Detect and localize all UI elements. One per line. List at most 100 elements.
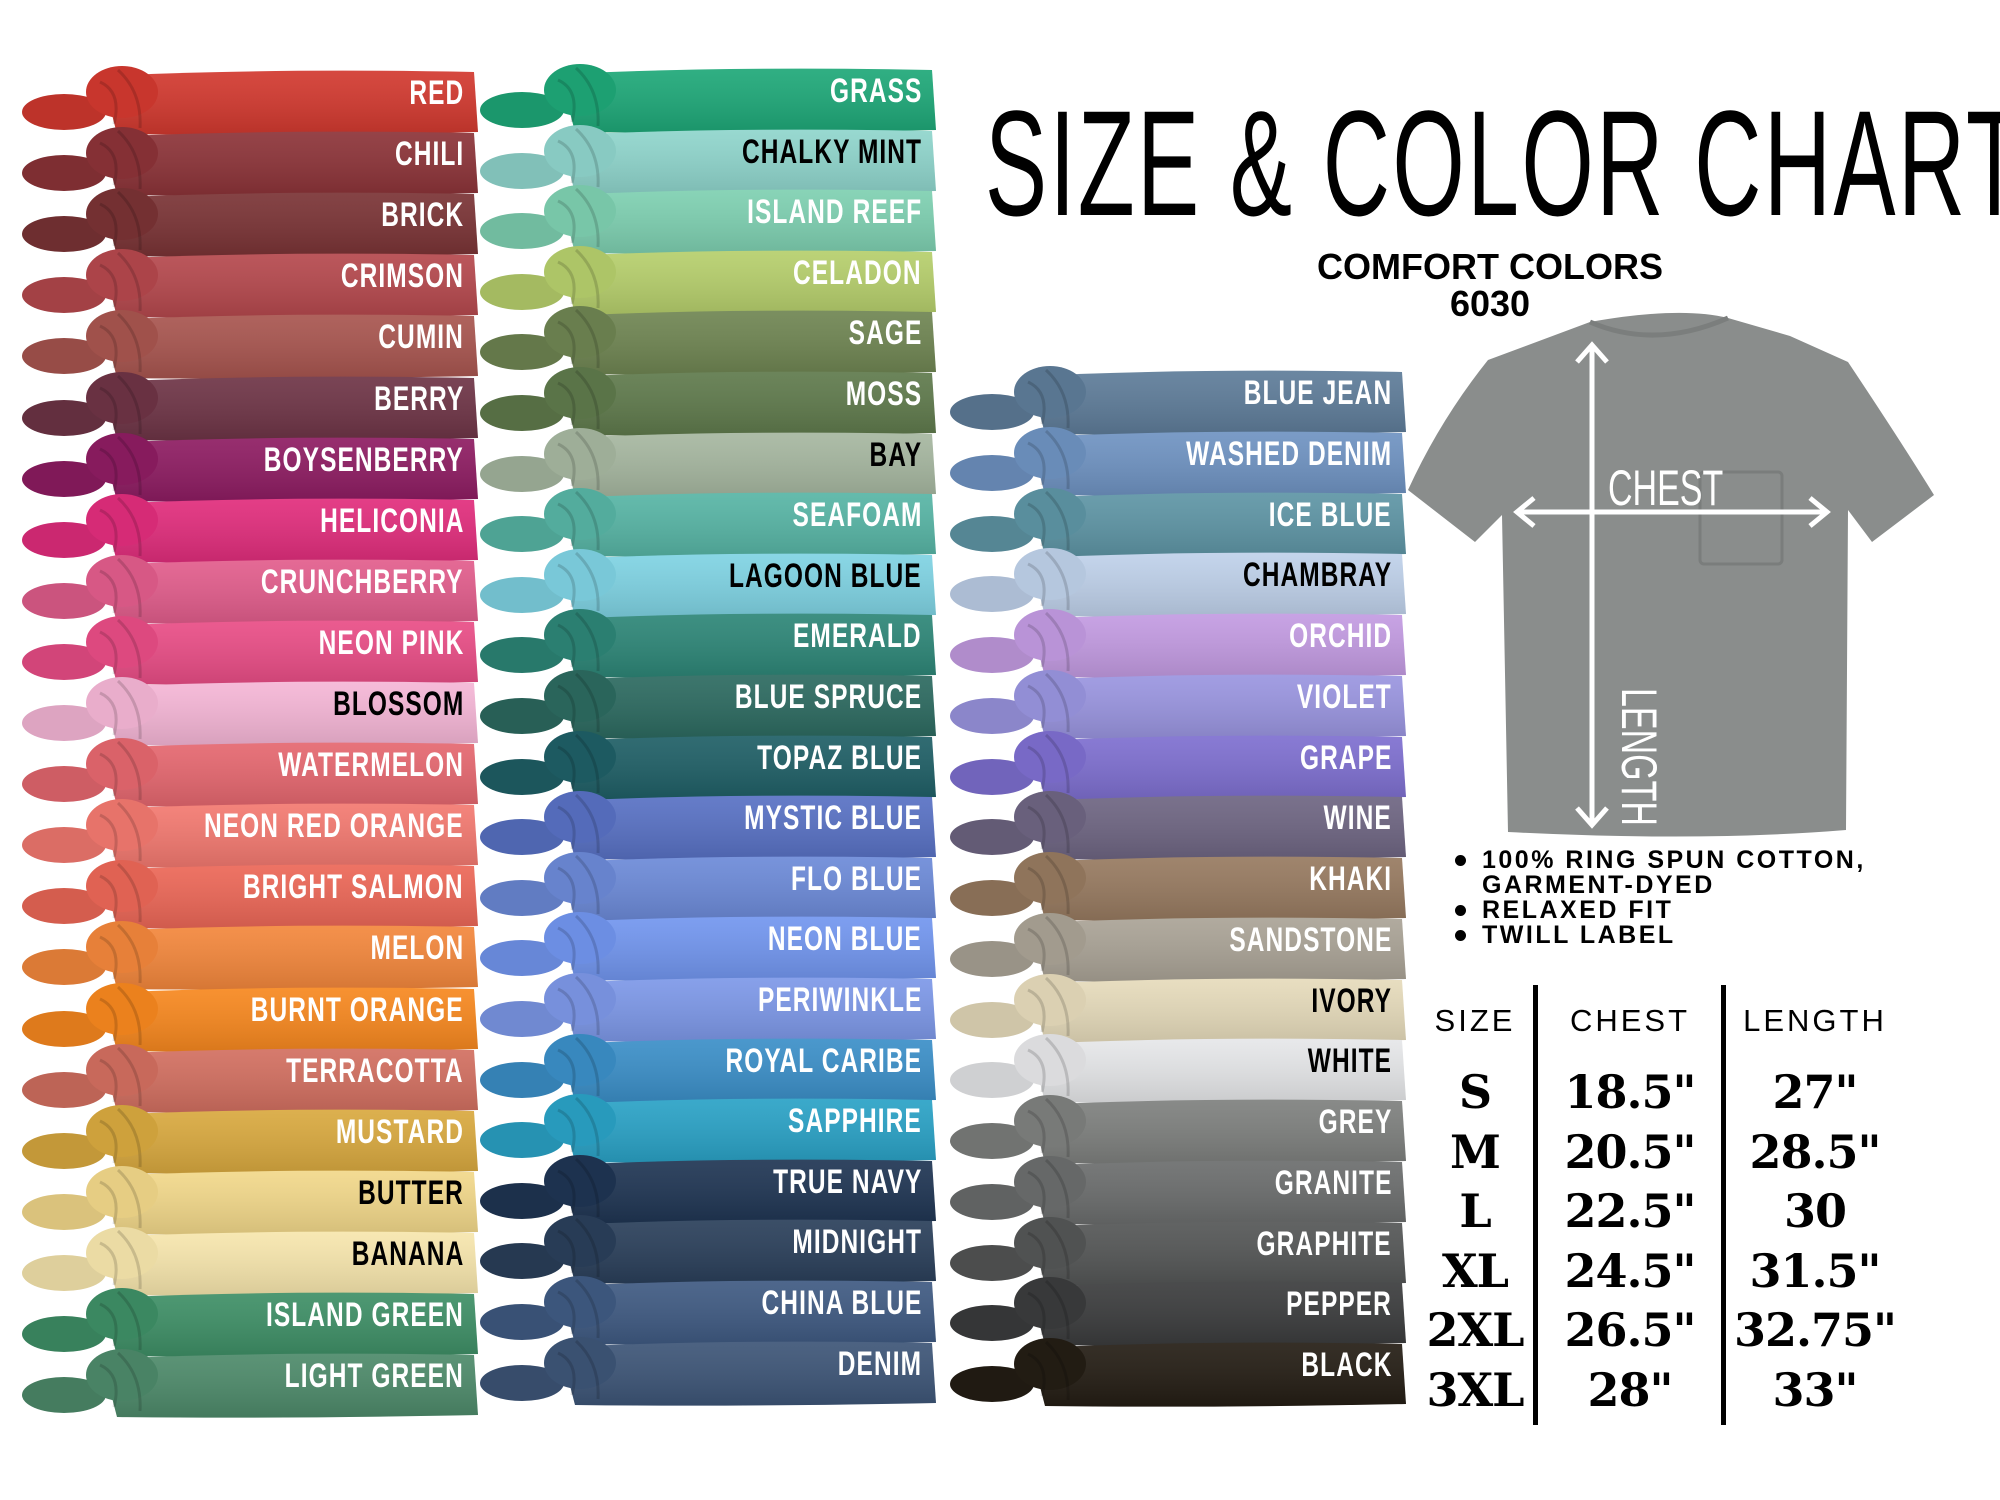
color-name: ORCHID <box>1288 617 1392 655</box>
chest-label: CHEST <box>1608 461 1723 517</box>
color-name: NEON RED ORANGE <box>204 807 464 846</box>
color-name: IVORY <box>1311 981 1392 1020</box>
color-swatch: EMERALD <box>480 605 940 683</box>
color-name: MUSTARD <box>335 1112 464 1151</box>
color-name: CHINA BLUE <box>761 1284 922 1322</box>
color-name: NEON BLUE <box>768 920 922 959</box>
color-name: VIOLET <box>1297 677 1392 716</box>
color-swatch: MELON <box>22 917 482 995</box>
color-name: DENIM <box>837 1344 922 1383</box>
knotted-shirt-icon <box>22 1104 478 1174</box>
chest-cell: 28" <box>1587 1362 1674 1417</box>
color-name: BLUE JEAN <box>1243 374 1392 412</box>
knotted-shirt-icon <box>22 432 478 502</box>
color-swatch: CHAMBRAY <box>950 544 1410 622</box>
color-name: WATERMELON <box>278 746 464 785</box>
knotted-shirt-icon <box>950 669 1406 739</box>
color-swatch: CHILI <box>22 123 482 201</box>
color-swatch: TERRACOTTA <box>22 1040 482 1118</box>
page-title: SIZE & COLOR CHART <box>985 79 2000 247</box>
color-name: CRIMSON <box>340 257 464 296</box>
knotted-shirt-icon <box>22 615 478 685</box>
knotted-shirt-icon <box>480 427 936 497</box>
color-name: EMERALD <box>793 617 922 656</box>
size-cell: M <box>1450 1124 1501 1179</box>
knotted-shirt-icon <box>480 367 936 436</box>
brand-name: COMFORT COLORS <box>1317 246 1663 287</box>
knotted-shirt-icon <box>480 1033 936 1103</box>
color-name: SEAFOAM <box>792 496 922 535</box>
color-swatch: CRUNCHBERRY <box>22 551 482 629</box>
color-name: CHALKY MINT <box>741 132 922 171</box>
color-swatch: CHINA BLUE <box>480 1272 940 1350</box>
color-name: CRUNCHBERRY <box>261 562 464 601</box>
knotted-shirt-icon <box>22 1043 478 1113</box>
tshirt-diagram: CHEST LENGTH <box>1400 310 1960 850</box>
color-swatch: NEON PINK <box>22 612 482 690</box>
color-name: BANANA <box>351 1234 464 1273</box>
color-name: GREY <box>1318 1103 1392 1141</box>
color-swatch: PERIWINKLE <box>480 969 940 1047</box>
color-name: SANDSTONE <box>1229 920 1392 959</box>
knotted-shirt-icon <box>950 1095 1406 1164</box>
color-name: FLO BLUE <box>790 859 922 898</box>
color-name: GRANITE <box>1274 1163 1392 1202</box>
color-name: BURNT ORANGE <box>251 990 464 1029</box>
color-name: BLACK <box>1300 1346 1392 1384</box>
color-name: TERRACOTTA <box>286 1051 464 1090</box>
knotted-shirt-icon <box>480 1154 936 1224</box>
color-swatch: IVORY <box>950 970 1410 1048</box>
knotted-shirt-icon <box>950 852 1406 921</box>
color-name: ROYAL CARIBE <box>725 1041 922 1080</box>
knotted-shirt-icon <box>22 738 478 807</box>
color-swatch: SEAFOAM <box>480 484 940 562</box>
size-cell: 2XL <box>1426 1303 1524 1357</box>
color-name: WASHED DENIM <box>1185 434 1392 473</box>
knotted-shirt-icon <box>480 64 936 133</box>
color-swatch: NEON BLUE <box>480 908 940 986</box>
knotted-shirt-icon <box>950 426 1406 496</box>
color-name: HELICONIA <box>319 501 464 540</box>
knotted-shirt-icon <box>950 1338 1406 1407</box>
knotted-shirt-icon <box>950 1216 1406 1286</box>
color-name: ISLAND GREEN <box>266 1296 464 1334</box>
color-swatch: RED <box>22 62 482 140</box>
color-name: BLOSSOM <box>332 685 464 723</box>
length-cell: 32.75" <box>1733 1303 1897 1357</box>
color-swatch: BLACK <box>950 1334 1410 1412</box>
column-divider <box>1533 985 1538 1425</box>
knotted-shirt-icon <box>22 1226 478 1296</box>
color-name: GRAPHITE <box>1256 1224 1392 1263</box>
knotted-shirt-icon <box>950 912 1406 982</box>
knotted-shirt-icon <box>480 1094 936 1163</box>
length-cell: 27" <box>1772 1065 1859 1119</box>
tshirt-shape <box>1408 312 1934 837</box>
knotted-shirt-icon <box>950 730 1406 800</box>
knotted-shirt-icon <box>480 1276 936 1345</box>
knotted-shirt-icon <box>480 306 936 376</box>
color-swatch: ICE BLUE <box>950 484 1410 562</box>
color-swatch: VIOLET <box>950 666 1410 744</box>
knotted-shirt-icon <box>480 670 936 739</box>
header-chest: CHEST <box>1569 1003 1691 1038</box>
product-brand: COMFORT COLORS 6030 <box>1290 248 1690 322</box>
color-name: PEPPER <box>1286 1285 1392 1324</box>
knotted-shirt-icon <box>480 730 936 800</box>
color-name: CELADON <box>793 253 922 292</box>
color-swatch: BURNT ORANGE <box>22 979 482 1057</box>
color-swatch: CELADON <box>480 242 940 320</box>
color-swatch: FLO BLUE <box>480 848 940 926</box>
color-swatch: MYSTIC BLUE <box>480 787 940 865</box>
color-swatch: WASHED DENIM <box>950 423 1410 501</box>
color-swatch: ORCHID <box>950 605 1410 683</box>
color-swatch: LAGOON BLUE <box>480 545 940 623</box>
color-name: MOSS <box>845 375 922 413</box>
color-swatch: GREY <box>950 1091 1410 1169</box>
knotted-shirt-icon <box>950 973 1406 1043</box>
color-swatch: NEON RED ORANGE <box>22 795 482 873</box>
knotted-shirt-icon <box>22 982 478 1052</box>
knotted-shirt-icon <box>22 127 478 196</box>
knotted-shirt-icon <box>950 366 1406 435</box>
feature-list: 100% RING SPUN COTTON, GARMENT-DYED RELAX… <box>1455 848 1866 948</box>
color-name: TRUE NAVY <box>772 1162 922 1201</box>
